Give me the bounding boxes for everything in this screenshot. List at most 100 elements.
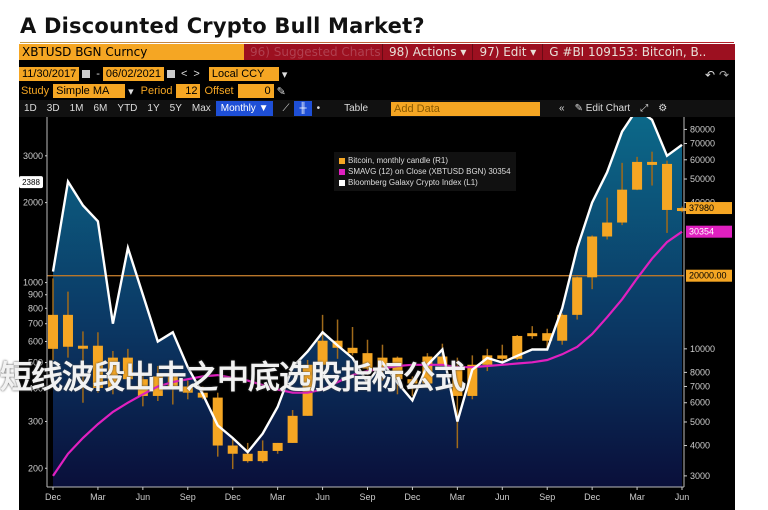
axis-tick-label: 6000 [690,398,710,408]
settings-icon[interactable]: ⚙ [658,103,668,114]
candle-body [212,397,223,446]
date-range-bar: 11/30/2017 - 06/02/2021 < > Local CCY ▾ [19,66,735,82]
candle-body [632,161,643,190]
currency-dropdown-icon[interactable]: ▾ [281,68,288,81]
edit-menu[interactable]: 97) Edit ▾ [472,44,543,60]
next-period-button[interactable]: > [193,68,200,80]
legend-item-sma: SMAVG (12) on Close (XBTUSD BGN) 30354 [339,166,511,177]
axis-tick-label: 200 [28,463,43,473]
axis-tick-label: 700 [28,319,43,329]
bloomberg-terminal: XBTUSD BGN Curncy 96) Suggested Charts 9… [19,44,735,510]
axis-tick-label: Mar [270,492,286,502]
legend-swatch [339,179,345,186]
study-label: Study [21,85,50,97]
candle-body [542,333,553,341]
study-bar: Study Simple MA ▾ Period 12 Offset 0 ✎ [19,83,289,99]
candle-chart-icon[interactable]: ╫ [294,101,312,116]
period-label: Period [140,85,173,97]
suggested-charts-button[interactable]: 96) Suggested Charts [244,44,382,60]
candle-body [287,415,298,443]
legend-item-galaxy: Bloomberg Galaxy Crypto Index (L1) [339,177,511,188]
range-5y[interactable]: 5Y [169,103,182,114]
galaxy-line [51,117,683,454]
axis-tick-label: Jun [136,492,151,502]
axis-tick-label: Sep [359,492,375,502]
candle-body [227,445,238,454]
chart-plot[interactable]: 3000 2000 1000 900 800 700 600 500 400 300 200 2388… [19,117,735,510]
axis-tick-label: 4000 [690,441,710,451]
add-data-input[interactable]: Add Data [391,101,540,116]
candle-body [437,356,448,366]
legend-swatch [339,168,345,175]
range-1y[interactable]: 1Y [147,103,160,114]
page-title: A Discounted Crypto Bull Market? [20,14,425,38]
chart-type-dropdown-icon[interactable]: • [316,103,321,114]
chart-title-field[interactable]: G #BI 109153: Bitcoin, B.. [542,44,735,60]
axis-tick-label: 800 [28,303,43,313]
pencil-icon[interactable]: ✎ [276,85,286,98]
range-6m[interactable]: 6M [93,103,108,114]
candle-body [107,357,118,388]
annotate-icon[interactable]: ⤢ [640,103,649,114]
candle-body [482,355,493,365]
candle-body [602,222,613,237]
candle-body [242,453,253,462]
candle-body [617,189,628,223]
axis-tick-label: 3000 [690,471,710,481]
candle-body [347,347,358,354]
start-date-field[interactable]: 11/30/2017 [19,67,80,81]
range-3d[interactable]: 3D [46,103,60,114]
range-ytd[interactable]: YTD [117,103,138,114]
axis-tick-label: 900 [28,290,43,300]
line-chart-icon[interactable]: ⟋ [282,103,290,114]
axis-tick-label: 70000 [690,139,715,149]
axis-tick-label: 5000 [690,417,710,427]
candle-body [77,345,88,349]
prev-period-button[interactable]: < [180,68,188,80]
range-1d[interactable]: 1D [24,103,37,114]
candle-body [272,442,283,451]
candle-body [302,364,313,416]
edit-chart-button[interactable]: ✎ Edit Chart [574,103,631,114]
candle-body [407,379,418,384]
redo-icon[interactable]: ↷ [718,68,729,82]
header-bar: XBTUSD BGN Curncy 96) Suggested Charts 9… [19,44,735,60]
legend-label: SMAVG (12) on Close (XBTUSD BGN) 30354 [348,167,511,176]
axis-tick-label: Sep [539,492,555,502]
calendar-icon[interactable] [166,70,175,78]
actions-menu[interactable]: 98) Actions ▾ [382,44,473,60]
table-button[interactable]: Table [344,103,368,114]
sma-line [52,230,683,477]
collapse-icon[interactable]: « [559,103,565,114]
frequency-select[interactable]: Monthly ▼ [215,101,274,116]
legend-label: Bitcoin, monthly candle (R1) [348,156,449,165]
candle-body [182,386,193,393]
ticker-field[interactable]: XBTUSD BGN Curncy [19,44,244,60]
candle-body [257,450,268,462]
axis-tick-label: 7000 [690,381,710,391]
chart-legend: Bitcoin, monthly candle (R1) SMAVG (12) … [334,152,516,191]
study-dropdown-icon[interactable]: ▾ [128,85,134,98]
axis-tick-label: 1000 [23,278,43,288]
candle-body [527,333,538,337]
offset-input[interactable]: 0 [237,84,274,98]
axis-tick-label: Dec [404,492,421,502]
range-1m[interactable]: 1M [69,103,84,114]
period-input[interactable]: 12 [176,84,201,98]
axis-tick-label: 600 [28,337,43,347]
axis-tick-label: Mar [90,492,106,502]
undo-icon[interactable]: ↶ [704,68,715,82]
axis-tick-label: 50000 [690,174,715,184]
currency-select[interactable]: Local CCY [208,67,279,81]
study-select[interactable]: Simple MA [53,84,126,98]
axis-tick-label: 80000 [690,124,715,134]
title-divider [20,42,734,43]
candle-body [122,357,133,380]
end-date-field[interactable]: 06/02/2021 [102,67,164,81]
calendar-icon[interactable] [82,70,91,78]
axis-tick-label: 2000 [23,198,43,208]
axis-tick-label: Mar [450,492,466,502]
range-max[interactable]: Max [191,103,211,114]
candle-body [392,357,403,380]
axis-tick-label: 60000 [690,155,715,165]
